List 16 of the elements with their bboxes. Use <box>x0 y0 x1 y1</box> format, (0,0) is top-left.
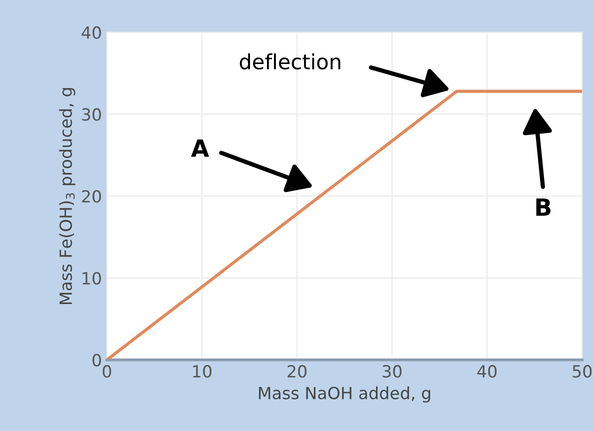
x-tick-label: 40 <box>477 365 497 378</box>
y-tick-label: 10 <box>82 272 101 285</box>
annotation: deflection <box>240 53 340 70</box>
y-axis-title: Mass Fe(OH)$_{3}$ produced, g <box>59 88 76 304</box>
x-tick-label: 30 <box>382 365 402 378</box>
x-axis-title: Mass NaOH added, g <box>259 386 430 403</box>
annotation: A <box>191 140 210 157</box>
x-tick-label: 0 <box>102 365 112 378</box>
y-tick-label: 40 <box>82 26 101 39</box>
x-tick-label: 10 <box>193 365 212 378</box>
annotation: B <box>536 198 550 216</box>
y-tick-label: 0 <box>92 354 101 366</box>
x-tick-label: 50 <box>572 365 592 378</box>
x-tick-label: 20 <box>288 365 306 378</box>
y-tick-label: 20 <box>82 190 101 203</box>
y-tick-label: 30 <box>82 108 101 121</box>
